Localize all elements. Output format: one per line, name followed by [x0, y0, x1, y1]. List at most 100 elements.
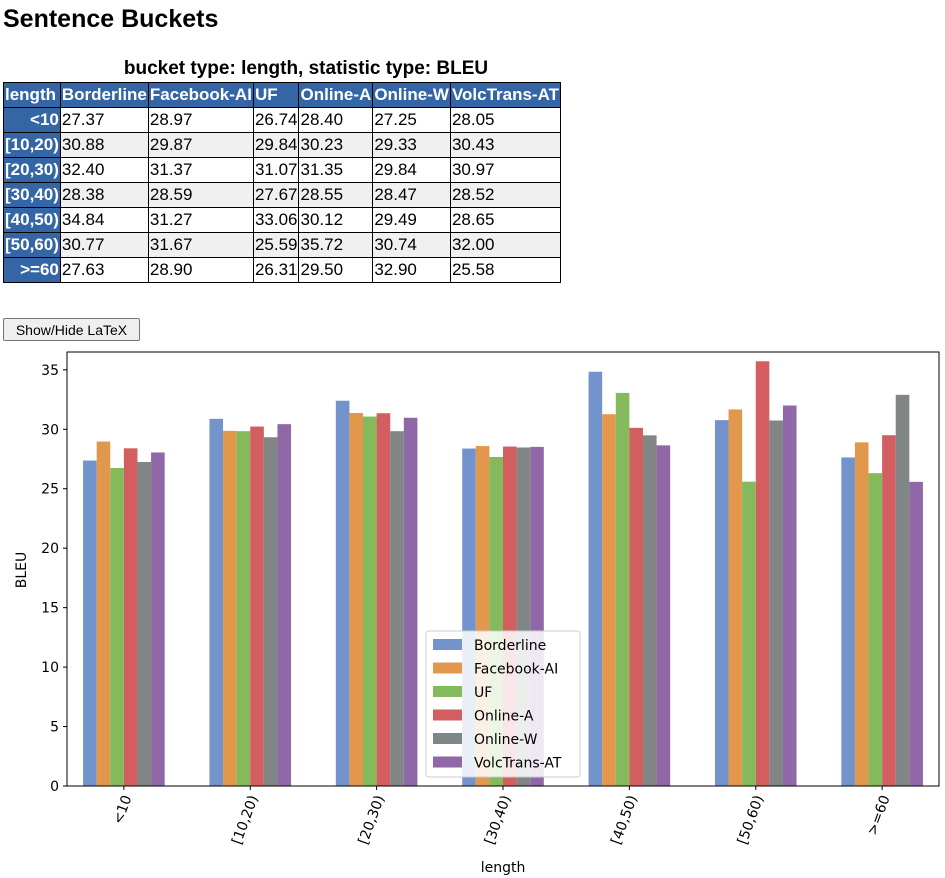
row-header: [40,50) — [3, 207, 61, 233]
show-hide-latex-button[interactable]: Show/Hide LaTeX — [3, 318, 140, 341]
table-row: [20,30) 32.40 31.37 31.07 31.35 29.84 30.97 — [3, 157, 562, 183]
bar — [882, 435, 896, 786]
table-caption: bucket type: length, statistic type: BLE… — [123, 58, 489, 79]
table-cell: 26.31 — [252, 257, 300, 283]
bucket-stats-table: length Borderline Facebook-AI UF Online-… — [3, 82, 562, 283]
table-cell: 28.90 — [147, 257, 254, 283]
table-cell: 31.35 — [298, 157, 374, 183]
legend-label: VolcTrans-AT — [474, 756, 562, 772]
bar — [714, 420, 729, 786]
bar — [110, 468, 124, 786]
table-cell: 33.06 — [252, 207, 300, 233]
table-cell: 30.77 — [59, 232, 149, 258]
bar — [390, 431, 404, 786]
table-cell: 30.43 — [449, 132, 562, 158]
table-cell: 28.40 — [298, 107, 374, 133]
bar — [755, 361, 770, 786]
bar — [236, 431, 251, 786]
row-header: <10 — [3, 107, 61, 133]
y-tick-label: 0 — [50, 779, 59, 795]
bar — [96, 441, 111, 786]
table-row: <10 27.37 28.97 26.74 28.40 27.25 28.05 — [3, 107, 562, 133]
table-cell: 28.65 — [449, 207, 562, 233]
bar — [349, 413, 364, 786]
y-tick-label: 30 — [41, 422, 59, 438]
x-axis: <10 [10,20) [20,30) [30,40) [40,50) [50,60) >=… — [110, 786, 894, 847]
table-cell: 27.63 — [59, 257, 149, 283]
bar — [769, 420, 783, 786]
x-tick-label: [10,20) — [229, 793, 261, 846]
bar — [642, 435, 657, 786]
table-row: [40,50) 34.84 31.27 33.06 30.12 29.49 28.65 — [3, 207, 562, 233]
legend-label: Facebook-AI — [474, 662, 558, 678]
table-row: [30,40) 28.38 28.59 27.67 28.55 28.47 28.52 — [3, 182, 562, 208]
table-cell: 28.05 — [449, 107, 562, 133]
legend-label: UF — [474, 685, 492, 701]
y-tick-label: 15 — [41, 601, 59, 617]
table-cell: 28.97 — [147, 107, 254, 133]
x-tick-label: [20,30) — [356, 793, 388, 846]
table-row: >=60 27.63 28.90 26.31 29.50 32.90 25.58 — [3, 257, 562, 283]
table-cell: 27.67 — [252, 182, 300, 208]
table-cell: 30.97 — [449, 157, 562, 183]
row-header: [50,60) — [3, 232, 61, 258]
legend-label: Online-W — [474, 732, 538, 748]
y-axis-label: BLEU — [14, 552, 30, 589]
bar — [782, 405, 797, 786]
table-cell: 30.12 — [298, 207, 374, 233]
row-header: [10,20) — [3, 132, 61, 158]
legend-swatch — [433, 662, 462, 674]
bar — [615, 392, 630, 786]
table-cell: 31.27 — [147, 207, 254, 233]
table-header-row: length Borderline Facebook-AI UF Online-… — [3, 82, 562, 108]
legend-swatch — [433, 686, 462, 697]
bar — [137, 461, 152, 786]
bar — [629, 427, 643, 786]
x-tick-label: [50,60) — [735, 793, 767, 846]
bar — [363, 416, 377, 786]
bar — [854, 442, 869, 786]
table-cell: 30.74 — [372, 232, 451, 258]
table-cell: 30.23 — [298, 132, 374, 158]
bar — [209, 418, 224, 786]
table-cell: 32.00 — [449, 232, 562, 258]
column-header: Online-W — [372, 82, 451, 108]
legend-swatch — [433, 756, 462, 768]
x-tick-label: <10 — [110, 793, 135, 826]
table-cell: 28.55 — [298, 182, 374, 208]
y-tick-label: 5 — [50, 720, 59, 736]
page-title: Sentence Buckets — [3, 5, 219, 33]
table-cell: 26.74 — [252, 107, 300, 133]
table-cell: 29.84 — [372, 157, 451, 183]
bar — [223, 430, 237, 786]
y-tick-label: 35 — [41, 363, 59, 379]
table-cell: 34.84 — [59, 207, 149, 233]
table-cell: 28.59 — [147, 182, 254, 208]
column-header: VolcTrans-AT — [449, 82, 562, 108]
table-cell: 28.38 — [59, 182, 149, 208]
column-header: Borderline — [59, 82, 149, 108]
table-cell: 31.67 — [147, 232, 254, 258]
legend-box — [425, 630, 581, 778]
row-header: >=60 — [3, 257, 61, 283]
table-body: <10 27.37 28.97 26.74 28.40 27.25 28.05 [10,20)… — [3, 107, 562, 283]
bar — [909, 481, 923, 786]
chart-legend: Borderline Facebook-AI UF Online-A Online-W V… — [425, 630, 581, 778]
table-cell: 27.37 — [59, 107, 149, 133]
column-header: UF — [252, 82, 300, 108]
x-axis-label: length — [481, 860, 526, 876]
bar — [841, 457, 855, 786]
legend-swatch — [433, 733, 462, 744]
x-tick-label: [30,40) — [482, 793, 514, 846]
bar — [602, 414, 616, 786]
table-cell: 29.84 — [252, 132, 300, 158]
y-tick-label: 20 — [41, 541, 59, 557]
bar — [895, 394, 910, 786]
bar — [83, 460, 97, 786]
table-cell: 29.49 — [372, 207, 451, 233]
bar — [263, 437, 278, 786]
table-row: [10,20) 30.88 29.87 29.84 30.23 29.33 30.43 — [3, 132, 562, 158]
column-header: Facebook-AI — [147, 82, 254, 108]
bar — [151, 452, 165, 786]
table-cell: 27.25 — [372, 107, 451, 133]
